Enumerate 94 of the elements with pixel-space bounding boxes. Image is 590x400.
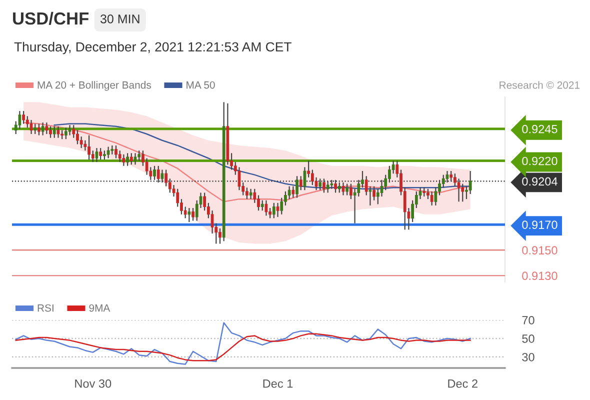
legend-label: RSI <box>38 304 54 312</box>
candlestick <box>334 179 337 194</box>
text: Research © 2021 <box>500 81 580 89</box>
y-tick-label: 0.9204 <box>522 177 558 186</box>
candlestick <box>38 123 40 136</box>
candlestick <box>276 202 280 218</box>
candlestick <box>299 176 302 191</box>
candlestick <box>314 176 318 191</box>
candlestick <box>322 178 326 194</box>
text: Thursday, December 2, 2021 12:21:53 AM CET <box>14 42 292 54</box>
candlestick <box>318 178 322 191</box>
legend-label: MA 20 + Bollinger Bands <box>38 81 151 91</box>
candlestick <box>338 182 341 194</box>
candlestick <box>203 192 206 212</box>
y-tick-label: 0.9150 <box>522 246 558 254</box>
candlestick <box>176 188 180 208</box>
y-tick-label: 70 <box>522 316 534 324</box>
line-series <box>22 122 471 202</box>
legend-label: 9MA <box>89 304 110 312</box>
candlestick <box>246 187 248 200</box>
candlestick <box>134 152 137 166</box>
candlestick <box>368 186 372 206</box>
candlestick <box>76 130 79 145</box>
candlestick <box>34 123 37 135</box>
candlestick <box>442 174 445 188</box>
candlestick <box>346 183 349 196</box>
candlestick <box>188 207 191 223</box>
chart-subtitle: 30 MIN <box>100 14 140 24</box>
candlestick <box>326 180 330 194</box>
candlestick <box>288 186 291 200</box>
y-tick-label: 0.9220 <box>522 156 558 166</box>
candlestick <box>253 188 256 204</box>
candlestick <box>138 150 141 162</box>
candlestick <box>45 122 48 135</box>
candlestick <box>434 187 438 206</box>
candlestick <box>380 179 384 198</box>
candlestick <box>468 170 472 195</box>
candlestick <box>64 127 68 140</box>
x-tick-label: Nov 30 <box>75 379 112 388</box>
y-tick-label: 0.9245 <box>522 124 558 134</box>
candlestick <box>272 202 276 219</box>
candlestick <box>91 150 94 163</box>
candlestick <box>56 126 60 138</box>
candlestick <box>446 170 449 184</box>
candlestick <box>88 134 90 160</box>
candlestick <box>41 122 44 136</box>
candlestick <box>106 146 110 159</box>
candlestick <box>307 160 310 178</box>
candlestick <box>257 194 260 212</box>
candlestick <box>156 165 160 184</box>
candlestick <box>388 165 391 184</box>
candlestick <box>310 169 314 186</box>
y-tick-label: 0.9130 <box>522 272 558 280</box>
candlestick <box>457 178 460 202</box>
candlestick <box>426 188 430 200</box>
chart-title: USD/CHF <box>13 12 89 25</box>
candlestick <box>450 170 453 182</box>
candlestick <box>84 140 87 152</box>
candlestick <box>280 197 284 215</box>
candlestick <box>22 110 25 124</box>
candlestick <box>118 150 122 163</box>
candlestick <box>264 200 268 216</box>
line-series <box>15 333 471 362</box>
y-tick-label: 30 <box>522 352 534 362</box>
candlestick <box>164 169 168 187</box>
candlestick <box>80 136 83 149</box>
y-tick-label: 0.9170 <box>522 220 558 229</box>
candlestick <box>114 144 118 159</box>
candlestick <box>249 188 252 200</box>
candlestick <box>126 152 129 166</box>
candlestick <box>68 124 72 136</box>
candlestick <box>160 169 164 184</box>
candlestick <box>296 176 298 198</box>
candlestick <box>184 206 187 219</box>
candlestick <box>95 147 98 163</box>
candlestick <box>192 207 194 222</box>
x-tick-label: Dec 2 <box>448 379 478 388</box>
candlestick <box>49 126 52 138</box>
candlestick <box>99 147 102 160</box>
candlestick <box>122 154 126 166</box>
legend-label: MA 50 <box>186 81 215 89</box>
candlestick <box>260 200 264 212</box>
candlestick <box>30 119 33 135</box>
candlestick <box>303 166 306 191</box>
candlestick <box>218 228 222 244</box>
y-tick-label: 50 <box>522 334 534 343</box>
candlestick <box>430 190 434 206</box>
candlestick <box>130 152 133 166</box>
x-tick-label: Dec 1 <box>263 380 293 388</box>
candlestick <box>292 186 295 198</box>
line-series <box>15 322 471 365</box>
candlestick <box>153 165 156 180</box>
candlestick <box>52 126 56 138</box>
candlestick <box>72 124 76 138</box>
